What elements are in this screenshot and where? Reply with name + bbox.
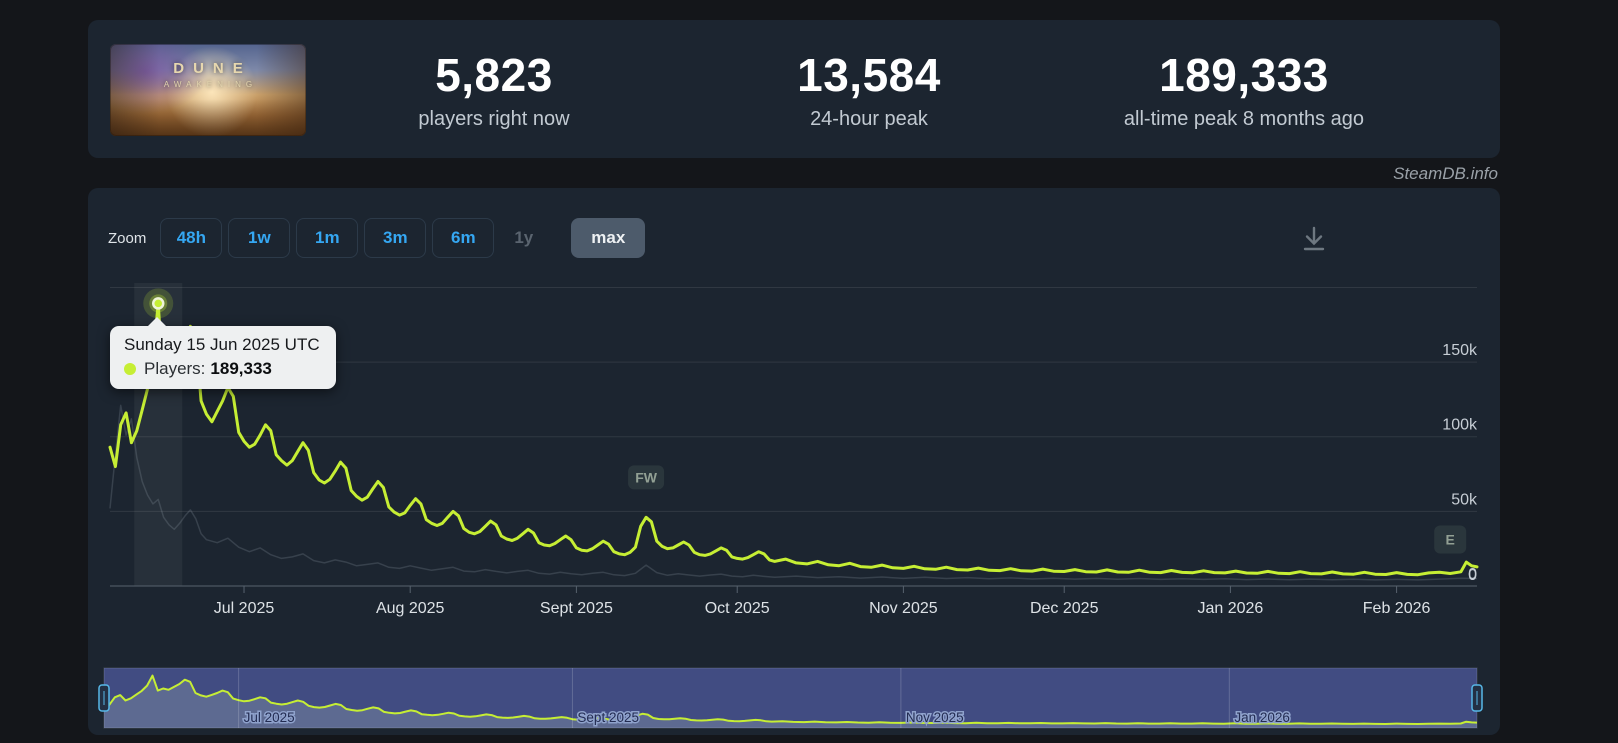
- navigator-area: [104, 675, 1477, 728]
- zoom-label: Zoom: [108, 229, 147, 247]
- chart-tooltip: Sunday 15 Jun 2025 UTC Players: 189,333: [110, 317, 336, 389]
- stat-label: 24-hour peak: [810, 107, 928, 130]
- stats-panel: DUNE AWAKENING 5,823 players right now 1…: [88, 20, 1500, 158]
- x-axis-label: Nov 2025: [869, 600, 938, 617]
- y-axis-label-zero: 0: [1468, 567, 1477, 584]
- tooltip-date: Sunday 15 Jun 2025 UTC: [124, 335, 320, 354]
- zoom-button-6m[interactable]: 6m: [432, 218, 495, 258]
- x-axis-label: Aug 2025: [376, 600, 445, 617]
- zoom-button-max[interactable]: max: [571, 218, 646, 258]
- stat-label: all-time peak 8 months ago: [1123, 107, 1365, 130]
- download-icon: [1303, 226, 1325, 251]
- stat-value: 5,823: [435, 48, 553, 101]
- navigator-month-label: Nov 2025: [906, 710, 964, 725]
- navigator-month-label: Sept 2025: [577, 710, 639, 725]
- tooltip-series-label: Players:: [144, 359, 206, 378]
- x-axis-label: Sept 2025: [540, 600, 613, 617]
- zoom-buttons: 48h 1w 1m 3m 6m 1y max: [160, 218, 651, 258]
- x-axis-label: Jan 2026: [1197, 600, 1263, 617]
- navigator-series-line: [103, 674, 1478, 725]
- download-chart-button[interactable]: [1296, 222, 1332, 256]
- tooltip-players-value: 189,333: [210, 359, 272, 378]
- stat-label: players right now: [418, 107, 570, 130]
- flag-label-fw: FW: [635, 469, 658, 485]
- stat-alltime-peak: 189,333 all-time peak 8 months ago: [1034, 20, 1454, 158]
- y-axis-label: 100k: [1442, 417, 1478, 434]
- x-axis-label: Dec 2025: [1030, 600, 1099, 617]
- x-axis-label: Oct 2025: [705, 600, 770, 617]
- stat-value: 13,584: [797, 48, 941, 101]
- flag-fw[interactable]: [628, 465, 665, 490]
- zoom-button-1w[interactable]: 1w: [228, 218, 291, 258]
- chart-panel: [88, 188, 1500, 735]
- steamdb-watermark: SteamDB.info: [1393, 164, 1498, 183]
- flag-e[interactable]: [1434, 525, 1467, 554]
- game-capsule-image[interactable]: DUNE AWAKENING: [110, 44, 306, 136]
- y-axis-label: 150k: [1442, 342, 1478, 359]
- zoom-button-3m[interactable]: 3m: [364, 218, 427, 258]
- tooltip-players-row: Players: 189,333: [124, 359, 320, 379]
- players-series-line: [108, 301, 1479, 577]
- capsule-shading: [110, 44, 306, 136]
- zoom-button-1y: 1y: [500, 218, 547, 258]
- navigator-track[interactable]: [103, 667, 1478, 729]
- navigator-month-label: Jul 2025: [244, 710, 295, 725]
- x-axis-label: Jul 2025: [214, 600, 275, 617]
- stat-24h-peak: 13,584 24-hour peak: [659, 20, 1079, 158]
- y-axis-label: 50k: [1451, 491, 1478, 508]
- selected-point-marker[interactable]: [151, 297, 165, 310]
- navigator-month-label: Jan 2026: [1234, 710, 1290, 725]
- flag-label-e: E: [1446, 531, 1455, 547]
- stat-value: 189,333: [1159, 48, 1329, 101]
- secondary-series-line: [109, 404, 1478, 581]
- zoom-button-1m[interactable]: 1m: [296, 218, 359, 258]
- x-axis-label: Feb 2026: [1363, 600, 1431, 617]
- y-axis-label: 0: [1468, 566, 1477, 583]
- zoom-button-48h[interactable]: 48h: [160, 218, 223, 258]
- tooltip-series-marker: [124, 363, 136, 375]
- zoom-toolbar: Zoom 48h 1w 1m 3m 6m 1y max: [108, 218, 651, 258]
- stat-players-now: 5,823 players right now: [284, 20, 704, 158]
